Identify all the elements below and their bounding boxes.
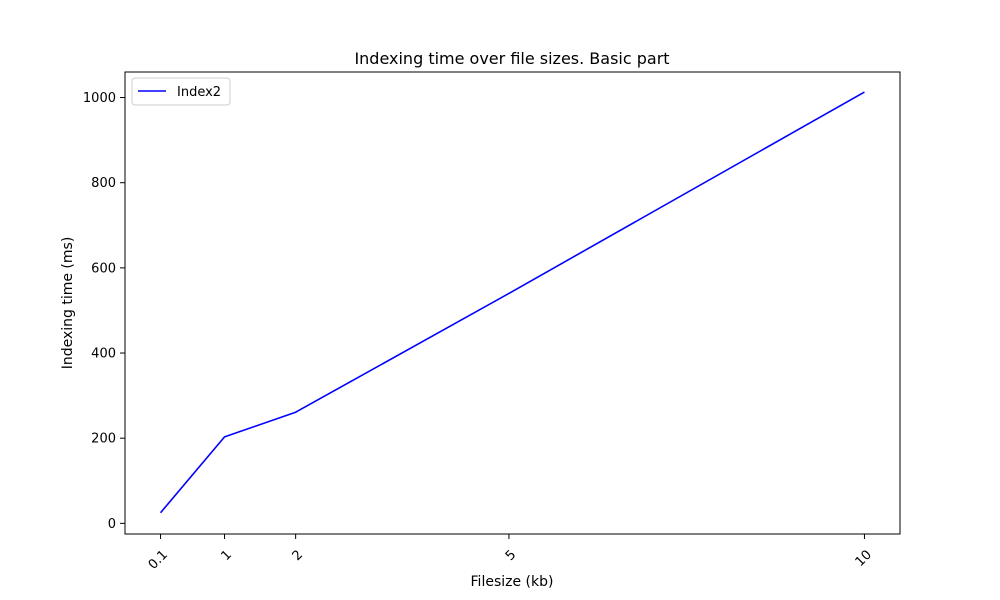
series-line-0 [159, 91, 865, 514]
y-tick-label: 0 [108, 517, 116, 532]
x-axis-label: Filesize (kb) [471, 574, 554, 590]
y-axis: 0 200 400 600 800 1000 [83, 91, 125, 532]
y-tick-label: 800 [91, 176, 116, 191]
chart-title: Indexing time over file sizes. Basic par… [354, 49, 669, 68]
legend-label-index2: Index2 [177, 85, 221, 100]
legend: Index2 [131, 77, 231, 106]
y-tick-label: 1000 [83, 91, 116, 106]
y-axis-label: Indexing time (ms) [60, 237, 76, 370]
y-tick-label: 200 [91, 432, 116, 447]
plot-area [159, 91, 865, 514]
legend-box [131, 77, 231, 106]
y-tick-label: 600 [91, 261, 116, 276]
y-tick-label: 400 [91, 347, 116, 362]
plot-frame [124, 71, 901, 535]
